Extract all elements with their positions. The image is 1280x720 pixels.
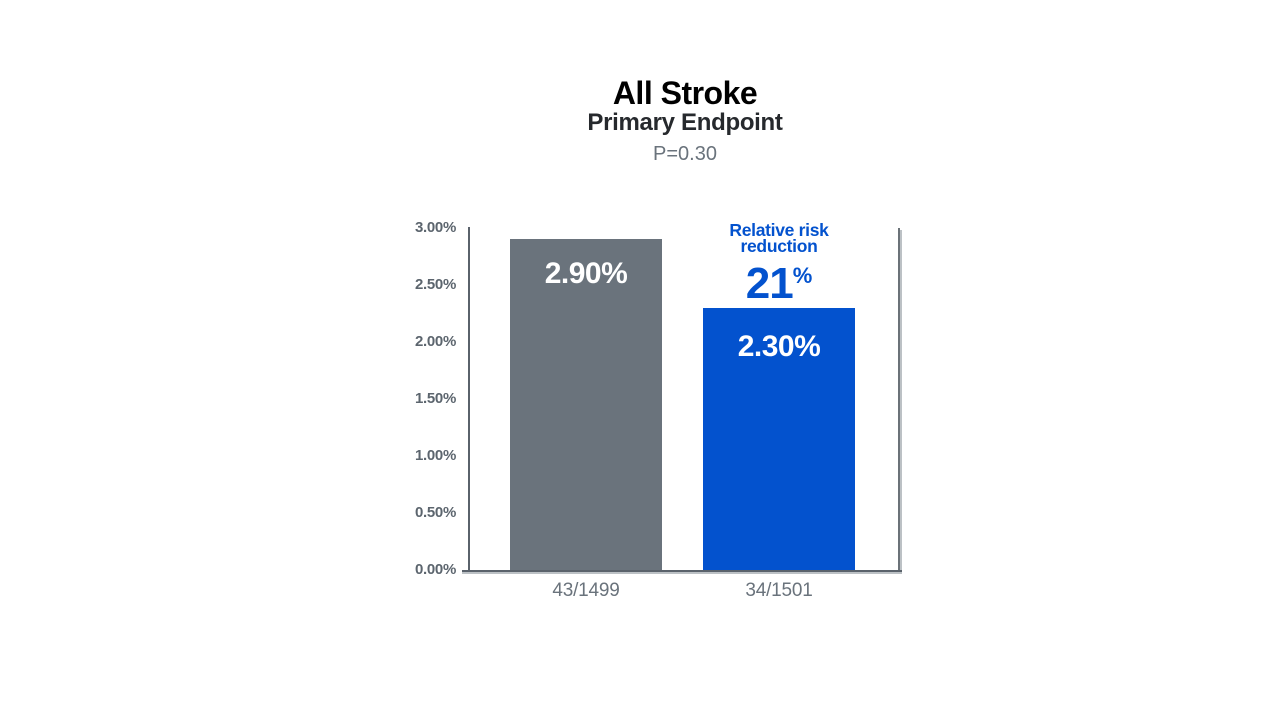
bar-value-label: 2.30% [737,330,821,363]
y-tick-label: 0.00% [414,561,456,578]
y-tick-label: 0.50% [414,504,456,521]
rrr-value-number: 21 [745,259,794,308]
relative-risk-reduction-annotation: Relative risk reduction 21% [669,220,889,313]
y-axis-tick-labels: 0.00% 0.50% 1.00% 1.50% 2.00% 2.50% 3.00% [394,219,456,578]
bar-control: 2.90% [510,239,662,570]
y-tick-label: 2.50% [414,276,456,293]
y-tick-label: 3.00% [414,219,456,236]
y-tick-label: 1.50% [414,390,456,407]
category-label: 43/1499 [552,580,620,601]
rrr-value: 21% [669,257,889,313]
y-axis-line [468,227,470,571]
bar-treatment: 2.30% [703,308,855,570]
p-value-label: P=0.30 [653,143,717,165]
chart-title: All Stroke [612,75,758,111]
plot-right-border [898,228,900,570]
rrr-caption-line2: reduction [740,236,818,256]
x-axis-line [462,570,902,572]
chart-header: All Stroke Primary Endpoint P=0.30 [365,76,1005,165]
y-tick-label: 2.00% [414,333,456,350]
bar-value-label: 2.90% [544,257,628,290]
y-tick-label: 1.00% [414,447,456,464]
rrr-value-percent-sign: % [792,263,813,288]
bar-chart-plot-area: 2.90% 43/1499 2.30% 34/1501 Relative risk red… [462,221,902,601]
category-label: 34/1501 [745,580,813,601]
chart-subtitle: Primary Endpoint [587,109,783,136]
rrr-caption-line1: Relative risk [729,220,829,240]
